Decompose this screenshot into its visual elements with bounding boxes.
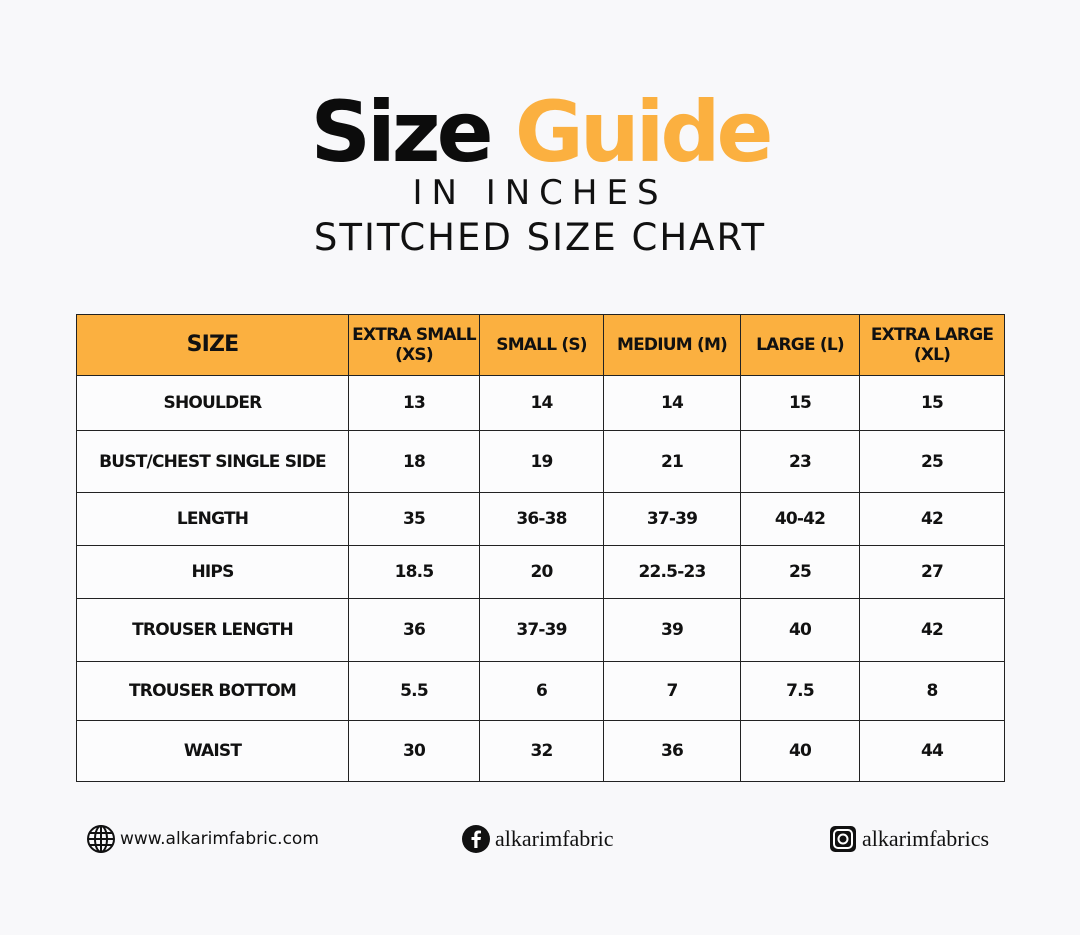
table-cell: 25 — [859, 430, 1005, 493]
table-row: LENGTH 35 36-38 37-39 40-42 42 — [76, 492, 1005, 546]
row-label: BUST/CHEST SINGLE SIDE — [76, 430, 349, 493]
table-cell: 36-38 — [479, 492, 604, 546]
table-cell: 22.5-23 — [603, 545, 741, 599]
table-cell: 44 — [859, 720, 1005, 782]
page-title: Size Guide — [0, 82, 1080, 182]
table-cell: 37-39 — [603, 492, 741, 546]
row-label: TROUSER LENGTH — [76, 598, 349, 662]
subtitle-chart: STITCHED SIZE CHART — [313, 216, 767, 259]
table-cell: 42 — [859, 492, 1005, 546]
table-cell: 6 — [479, 661, 604, 721]
table-cell: 32 — [479, 720, 604, 782]
table-row: BUST/CHEST SINGLE SIDE 18 19 21 23 25 — [76, 430, 1005, 493]
table-cell: 18 — [348, 430, 480, 493]
table-cell: 40 — [740, 598, 860, 662]
table-cell: 23 — [740, 430, 860, 493]
column-header: SMALL (S) — [479, 314, 604, 376]
title-guide: Guide — [514, 83, 774, 181]
globe-icon — [87, 825, 115, 853]
table-cell: 25 — [740, 545, 860, 599]
website-link[interactable]: www.alkarimfabric.com — [86, 822, 319, 856]
table-cell: 18.5 — [348, 545, 480, 599]
table-cell: 14 — [479, 375, 604, 431]
table-cell: 20 — [479, 545, 604, 599]
table-cell: 15 — [859, 375, 1005, 431]
title-size: Size — [310, 83, 493, 181]
table-row: TROUSER LENGTH 36 37-39 39 40 42 — [76, 598, 1005, 662]
table-cell: 15 — [740, 375, 860, 431]
facebook-text: alkarimfabric — [495, 826, 614, 851]
table-cell: 36 — [603, 720, 741, 782]
column-header: EXTRA LARGE (XL) — [859, 314, 1005, 376]
size-table: SIZE EXTRA SMALL (XS) SMALL (S) MEDIUM (M) L… — [76, 314, 1005, 782]
row-label: TROUSER BOTTOM — [76, 661, 349, 721]
table-row: TROUSER BOTTOM 5.5 6 7 7.5 8 — [76, 661, 1005, 721]
column-header: MEDIUM (M) — [603, 314, 741, 376]
instagram-text: alkarimfabrics — [862, 826, 990, 851]
column-header: LARGE (L) — [740, 314, 860, 376]
row-label: WAIST — [76, 720, 349, 782]
facebook-link[interactable]: alkarimfabric — [461, 822, 614, 856]
table-cell: 21 — [603, 430, 741, 493]
row-label: LENGTH — [76, 492, 349, 546]
table-cell: 30 — [348, 720, 480, 782]
table-cell: 13 — [348, 375, 480, 431]
subtitle-units: IN INCHES — [412, 173, 668, 213]
table-cell: 5.5 — [348, 661, 480, 721]
instagram-icon — [830, 826, 856, 852]
column-header: SIZE — [76, 314, 349, 376]
table-cell: 39 — [603, 598, 741, 662]
table-cell: 40 — [740, 720, 860, 782]
column-header: EXTRA SMALL (XS) — [348, 314, 480, 376]
table-cell: 37-39 — [479, 598, 604, 662]
instagram-link[interactable]: alkarimfabrics — [828, 822, 989, 856]
website-text: www.alkarimfabric.com — [120, 829, 319, 849]
table-cell: 35 — [348, 492, 480, 546]
table-row: WAIST 30 32 36 40 44 — [76, 720, 1005, 782]
table-cell: 7.5 — [740, 661, 860, 721]
table-cell: 27 — [859, 545, 1005, 599]
table-cell: 42 — [859, 598, 1005, 662]
row-label: HIPS — [76, 545, 349, 599]
table-row: HIPS 18.5 20 22.5-23 25 27 — [76, 545, 1005, 599]
table-cell: 19 — [479, 430, 604, 493]
table-cell: 40-42 — [740, 492, 860, 546]
facebook-icon — [462, 825, 490, 853]
table-cell: 8 — [859, 661, 1005, 721]
table-cell: 36 — [348, 598, 480, 662]
row-label: SHOULDER — [76, 375, 349, 431]
table-row: SHOULDER 13 14 14 15 15 — [76, 375, 1005, 431]
table-cell: 7 — [603, 661, 741, 721]
table-cell: 14 — [603, 375, 741, 431]
